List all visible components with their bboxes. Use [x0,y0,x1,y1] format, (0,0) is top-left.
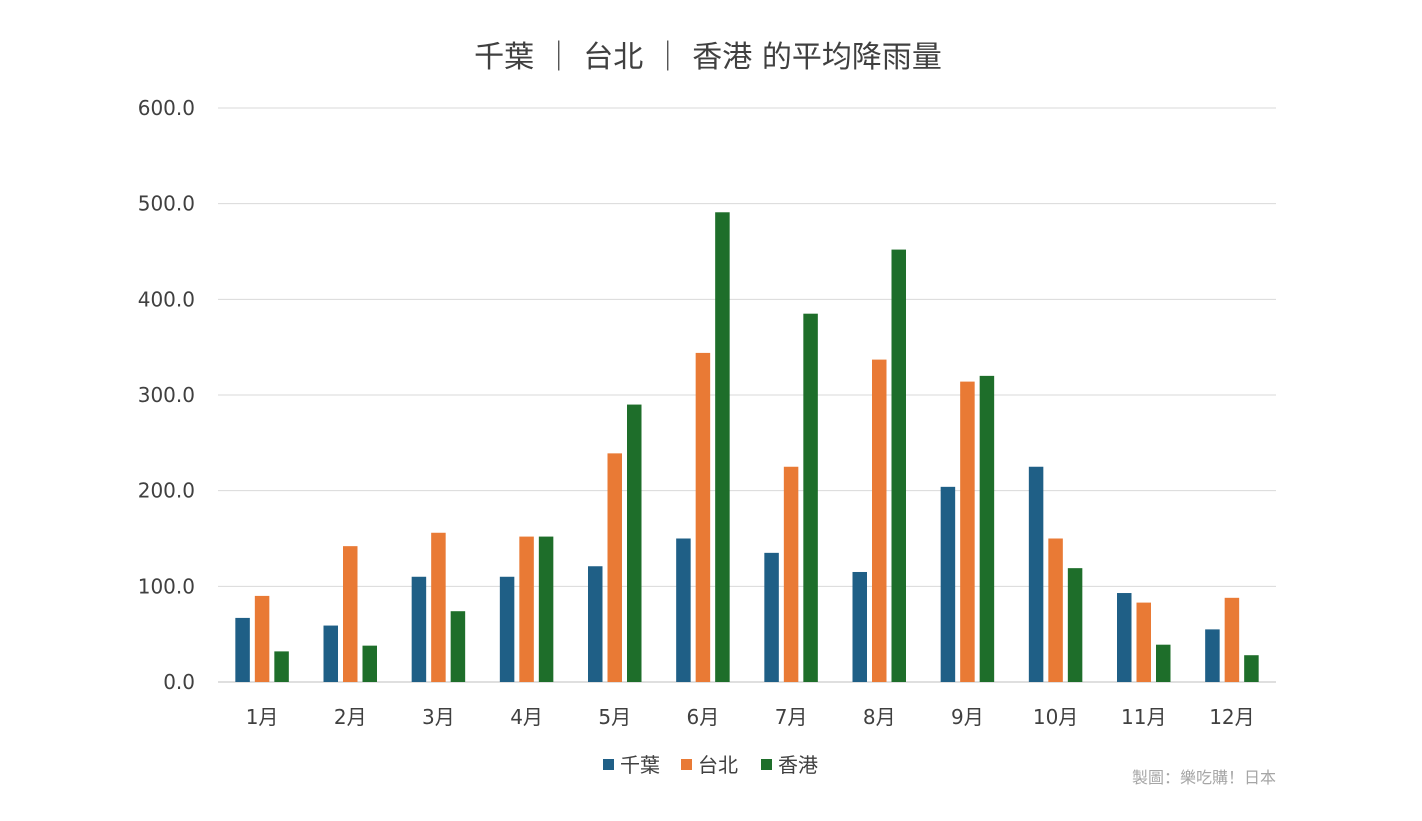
bar-2-6 [695,352,711,682]
x-tick-label: 7月 [775,705,808,729]
legend-swatch [603,759,614,770]
bar-2-4 [519,536,534,682]
bar-2-5 [607,453,622,682]
bar-3-7 [803,313,818,682]
legend-swatch [681,759,692,770]
y-tick-label: 200.0 [138,479,195,503]
bar-3-9 [979,375,995,682]
legend-label: 香港 [778,753,818,777]
bar-1-12 [1205,629,1220,682]
y-tick-label: 300.0 [138,383,195,407]
y-tick-label: 0.0 [163,670,195,694]
bar-2-11 [1136,602,1151,682]
bar-3-2 [362,645,377,682]
legend-label: 千葉 [620,753,660,777]
bar-1-6 [676,538,691,682]
bar-3-1 [274,651,289,682]
bar-1-1 [235,617,250,682]
x-tick-label: 10月 [1033,705,1078,729]
bar-2-7 [783,466,799,682]
bar-1-10 [1028,466,1044,682]
x-tick-label: 1月 [246,705,279,729]
legend: 千葉 台北 香港 [603,753,818,777]
x-tick-label: 9月 [951,705,984,729]
bar-3-3 [450,611,466,682]
x-tick-label: 8月 [863,705,896,729]
bar-1-8 [852,571,867,682]
legend-swatch [761,759,772,770]
x-tick-label: 6月 [687,705,720,729]
bar-3-8 [891,249,906,682]
bar-3-4 [538,536,554,682]
x-tick-label: 11月 [1121,705,1166,729]
x-tick-label: 4月 [510,705,543,729]
bar-2-1 [254,595,270,682]
x-tick-label: 3月 [422,705,455,729]
gridlines [218,107,1276,683]
bar-1-4 [499,576,515,682]
y-tick-label: 400.0 [138,287,195,311]
bar-3-12 [1244,655,1259,682]
bar-2-3 [431,532,446,682]
chart-credit: 製圖：樂吃購！日本 [1132,768,1276,787]
bar-2-12 [1224,597,1240,682]
bars [235,212,1259,682]
y-tick-label: 600.0 [138,96,195,120]
chart-title: 千葉 ｜ 台北 ｜ 香港 的平均降雨量 [474,40,942,75]
bar-2-8 [872,359,887,682]
bar-2-9 [960,381,975,682]
bar-1-11 [1117,593,1132,682]
bar-3-5 [627,404,642,682]
bar-2-10 [1048,538,1063,682]
x-tick-label: 12月 [1209,705,1254,729]
legend-label: 台北 [698,753,738,777]
bar-1-2 [323,625,338,682]
x-tick-label: 5月 [598,705,631,729]
x-axis-tick-labels: 1月 2月 3月 4月 5月 6月 7月 8月 9月 10月 11月 12月 [246,705,1255,729]
bar-3-11 [1156,644,1171,682]
bar-1-7 [764,552,779,682]
bar-1-9 [940,486,956,682]
x-tick-label: 2月 [334,705,367,729]
y-tick-label: 500.0 [138,192,195,216]
y-tick-label: 100.0 [138,574,195,598]
bar-1-3 [411,576,427,682]
bar-3-10 [1067,568,1083,682]
y-axis-tick-labels: 0.0 100.0 200.0 300.0 400.0 500.0 600.0 [138,96,195,694]
bar-3-6 [715,212,730,682]
bar-1-5 [588,566,603,682]
bar-2-2 [343,546,358,682]
